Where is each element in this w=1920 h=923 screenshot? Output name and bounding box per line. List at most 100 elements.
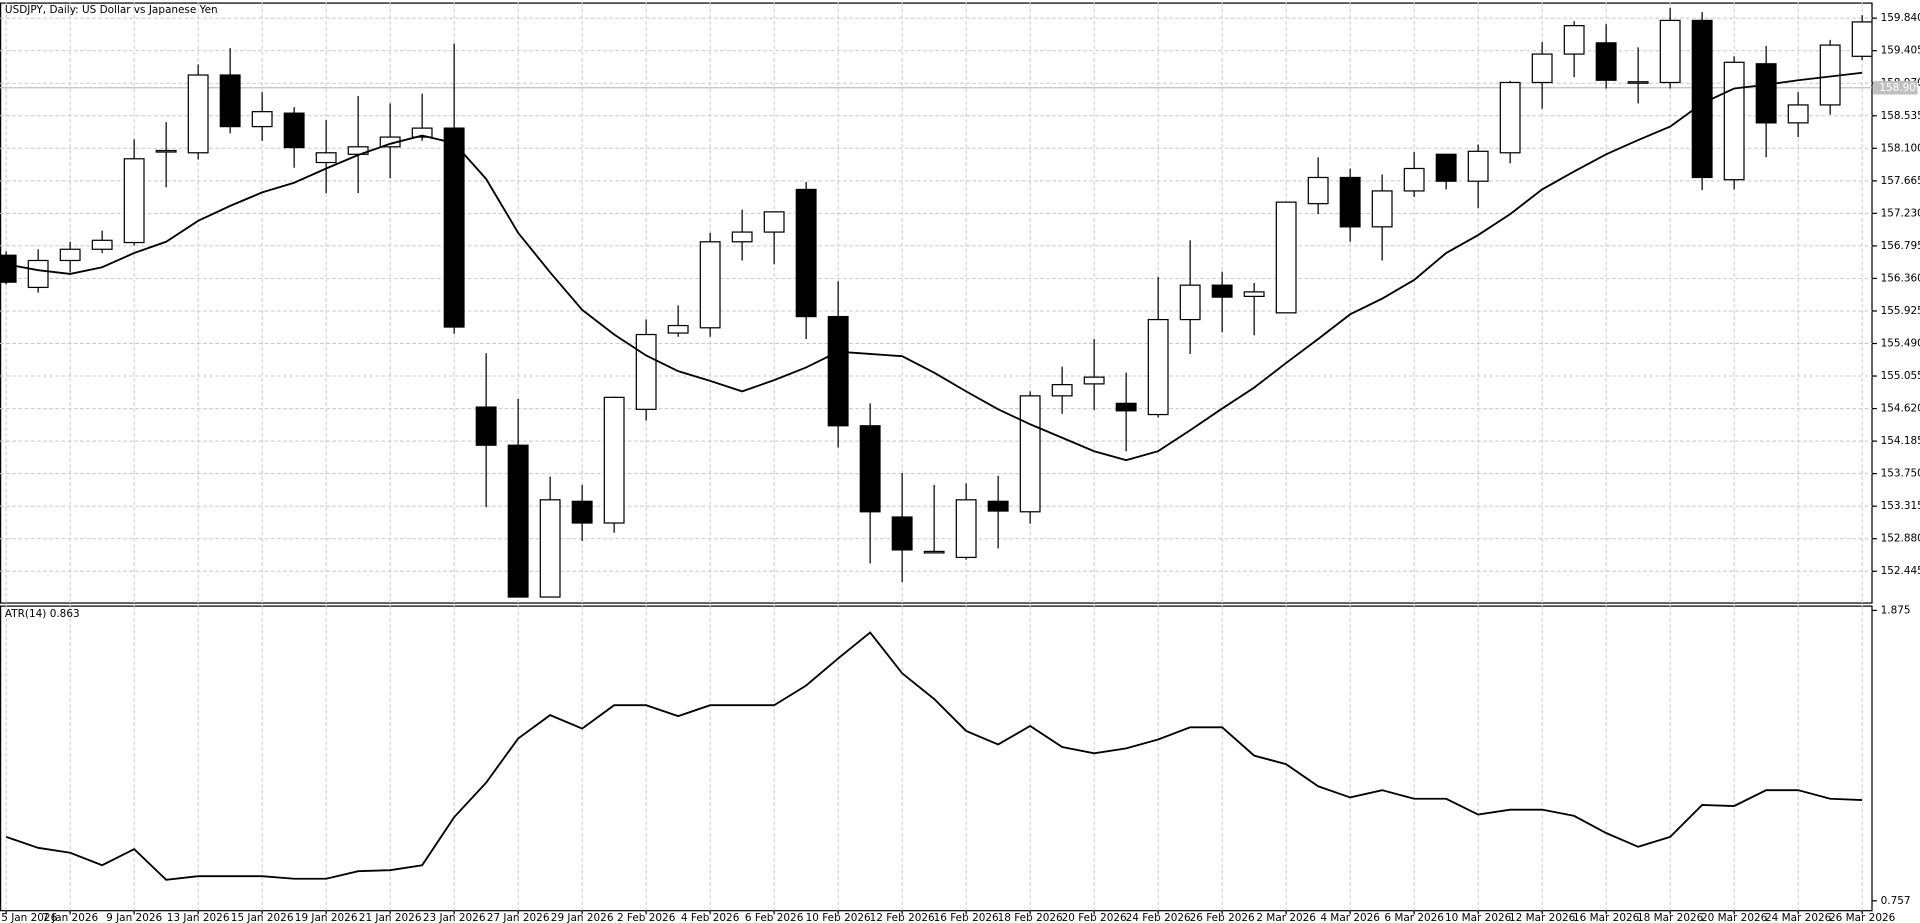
moving-average-line xyxy=(5,71,1863,462)
candle-body xyxy=(1787,104,1809,124)
x-tick-label: 9 Jan 2026 xyxy=(106,912,162,923)
x-tick-label: 21 Jan 2026 xyxy=(359,912,422,923)
candle-body xyxy=(1467,150,1489,182)
candle-body xyxy=(667,324,689,334)
candle-body xyxy=(283,112,305,149)
x-tick-label: 4 Mar 2026 xyxy=(1320,912,1380,923)
atr-panel xyxy=(0,605,1873,912)
y-tick-label: 158.100 xyxy=(1881,142,1920,154)
y-tick-label: 159.405 xyxy=(1881,45,1920,57)
candle-body xyxy=(1627,81,1649,84)
candle-body xyxy=(635,333,657,410)
candle-body xyxy=(1083,376,1105,385)
x-tick-label: 6 Mar 2026 xyxy=(1384,912,1444,923)
candle-body xyxy=(1531,53,1553,84)
candle-body xyxy=(923,550,945,554)
x-tick-label: 16 Feb 2026 xyxy=(934,912,999,923)
candle-body xyxy=(1179,284,1201,321)
candle-body xyxy=(251,111,273,128)
y-tick-label: 1.875 xyxy=(1881,604,1911,616)
y-tick-label: 158.535 xyxy=(1881,110,1920,122)
candle-body xyxy=(1307,176,1329,205)
y-tick-label: 153.750 xyxy=(1881,468,1920,480)
y-tick-label: 157.665 xyxy=(1881,175,1920,187)
candle-body xyxy=(1211,284,1233,298)
candle-body xyxy=(1403,167,1425,192)
candle-body xyxy=(315,152,337,164)
last-price-label: 158.909 xyxy=(1879,82,1920,94)
y-tick-label: 0.757 xyxy=(1881,895,1911,907)
x-tick-label: 20 Mar 2026 xyxy=(1701,912,1767,923)
candle-body xyxy=(955,499,977,559)
candle-body xyxy=(1723,61,1745,181)
x-tick-label: 29 Jan 2026 xyxy=(551,912,614,923)
x-tick-label: 19 Jan 2026 xyxy=(295,912,358,923)
x-tick-label: 10 Mar 2026 xyxy=(1445,912,1511,923)
x-tick-label: 10 Feb 2026 xyxy=(806,912,871,923)
y-tick-label: 155.925 xyxy=(1881,305,1920,317)
x-tick-label: 5 Jan 2026 xyxy=(1,912,57,923)
price-panel xyxy=(0,2,1873,604)
x-tick-label: 2 Mar 2026 xyxy=(1256,912,1316,923)
candle-body xyxy=(411,127,433,138)
candle-body xyxy=(123,158,145,244)
candle-body xyxy=(763,211,785,233)
y-tick-label: 155.055 xyxy=(1881,370,1920,382)
candle-body xyxy=(1051,384,1073,397)
candle-body xyxy=(1659,19,1681,84)
candle-body xyxy=(443,127,465,328)
candle-body xyxy=(891,516,913,551)
x-tick-label: 7 Jan 2026 xyxy=(42,912,98,923)
candle-body xyxy=(1563,25,1585,55)
y-tick-label: 153.315 xyxy=(1881,500,1920,512)
y-tick-label: 154.185 xyxy=(1881,435,1920,447)
candle-body xyxy=(1275,201,1297,314)
candle-body xyxy=(0,254,17,283)
candle-body xyxy=(827,315,849,427)
candle-body xyxy=(987,500,1009,512)
x-tick-label: 12 Mar 2026 xyxy=(1509,912,1575,923)
x-tick-label: 23 Jan 2026 xyxy=(423,912,486,923)
y-tick-label: 156.360 xyxy=(1881,272,1920,284)
x-tick-label: 2 Feb 2026 xyxy=(617,912,675,923)
candle-body xyxy=(155,149,177,153)
x-tick-label: 26 Feb 2026 xyxy=(1190,912,1255,923)
candle-body xyxy=(1019,395,1041,513)
x-tick-label: 12 Feb 2026 xyxy=(870,912,935,923)
x-tick-label: 26 Mar 2026 xyxy=(1829,912,1895,923)
candle-body xyxy=(1371,190,1393,228)
atr-plot xyxy=(5,605,1863,911)
candle-body xyxy=(219,74,241,128)
candle-body xyxy=(699,241,721,329)
candle-body xyxy=(731,231,753,243)
x-tick-label: 24 Mar 2026 xyxy=(1765,912,1831,923)
y-tick-label: 152.445 xyxy=(1881,565,1920,577)
x-tick-label: 4 Feb 2026 xyxy=(681,912,739,923)
x-tick-label: 13 Jan 2026 xyxy=(167,912,230,923)
x-tick-label: 6 Feb 2026 xyxy=(745,912,803,923)
candle-body xyxy=(1115,402,1137,412)
x-tick-label: 24 Feb 2026 xyxy=(1126,912,1191,923)
x-tick-label: 27 Jan 2026 xyxy=(487,912,550,923)
candle-body xyxy=(1147,318,1169,416)
y-tick-label: 154.620 xyxy=(1881,403,1920,415)
price-plot xyxy=(0,2,1872,604)
candle-body xyxy=(1339,176,1361,228)
candle-body xyxy=(27,259,49,289)
x-tick-label: 15 Jan 2026 xyxy=(231,912,294,923)
atr-title: ATR(14) 0.863 xyxy=(5,608,80,620)
candle-body xyxy=(1435,153,1457,182)
candle-body xyxy=(1595,42,1617,81)
chart-title: USDJPY, Daily: US Dollar vs Japanese Yen xyxy=(5,4,218,16)
candle-body xyxy=(539,499,561,598)
atr-line xyxy=(5,631,1863,881)
candle-body xyxy=(1691,19,1713,179)
candle-body xyxy=(603,396,625,524)
candle-body xyxy=(795,188,817,318)
y-tick-label: 157.230 xyxy=(1881,207,1920,219)
x-tick-label: 20 Feb 2026 xyxy=(1062,912,1127,923)
candle-body xyxy=(91,239,113,250)
y-tick-label: 155.490 xyxy=(1881,338,1920,350)
